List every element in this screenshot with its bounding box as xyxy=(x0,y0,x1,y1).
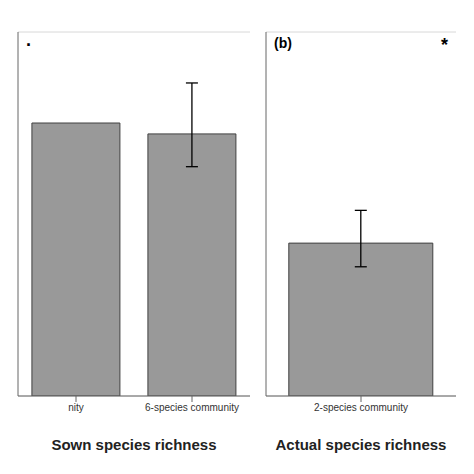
svg-text:Sown species richness: Sown species richness xyxy=(51,436,216,453)
svg-text:nity: nity xyxy=(68,402,84,413)
svg-text:Actual species richness: Actual species richness xyxy=(276,436,447,453)
svg-text:6-species community: 6-species community xyxy=(145,402,239,413)
html-text:(b): (b) xyxy=(274,35,292,51)
svg-text:2-species community: 2-species community xyxy=(314,402,408,413)
